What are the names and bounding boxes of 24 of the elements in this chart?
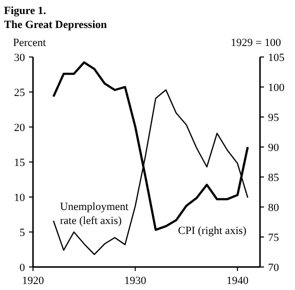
y-tick-label: 25 — [14, 86, 26, 99]
y-axis-title: Percent — [13, 37, 46, 49]
y-tick-label: 5 — [20, 226, 26, 239]
y2-tick-label: 70 — [268, 262, 280, 274]
y-tick-label: 10 — [14, 192, 26, 204]
chart-subtitle: The Great Depression — [4, 19, 107, 31]
y-tick-label: 15 — [14, 156, 26, 169]
y2-axis-title: 1929 = 100 — [230, 37, 282, 49]
y-tick-label: 0 — [20, 262, 26, 274]
x-tick-label: 1940 — [226, 275, 250, 287]
y2-tick-label: 95 — [268, 112, 280, 124]
y2-tick-label: 105 — [268, 52, 285, 64]
y-tick-label: 30 — [14, 52, 26, 64]
x-tick-label: 1920 — [22, 275, 44, 287]
y2-tick-label: 90 — [268, 142, 280, 154]
chart-title: Figure 1. — [4, 5, 46, 17]
y2-tick-label: 85 — [268, 172, 280, 184]
y2-tick-label: 80 — [268, 202, 280, 214]
annotation: CPI (right axis) — [178, 225, 247, 237]
x-tick-label: 1930 — [124, 275, 147, 287]
y2-tick-label: 100 — [268, 82, 285, 94]
annotation: Unemployment rate (left axis) — [60, 201, 128, 227]
y2-tick-label: 75 — [268, 232, 280, 244]
y-tick-label: 20 — [14, 122, 26, 134]
